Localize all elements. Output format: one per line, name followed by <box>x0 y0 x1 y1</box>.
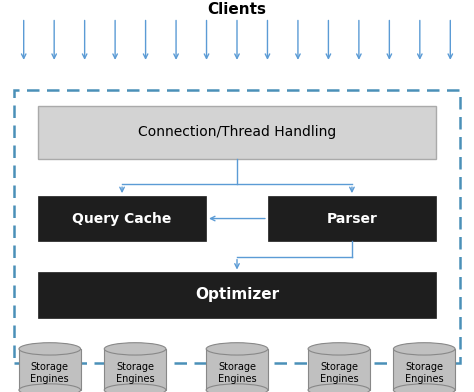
Text: Query Cache: Query Cache <box>73 212 172 225</box>
Text: Connection/Thread Handling: Connection/Thread Handling <box>138 125 336 139</box>
Ellipse shape <box>393 343 455 355</box>
Ellipse shape <box>19 343 81 355</box>
Text: Storage
Engines: Storage Engines <box>405 362 444 383</box>
Ellipse shape <box>308 343 370 355</box>
Bar <box>104 349 166 390</box>
Ellipse shape <box>206 343 268 355</box>
Ellipse shape <box>19 384 81 392</box>
Text: Optimizer: Optimizer <box>195 287 279 303</box>
Text: Storage
Engines: Storage Engines <box>319 362 358 383</box>
Bar <box>38 196 206 241</box>
Bar <box>308 349 370 390</box>
Bar <box>38 272 436 318</box>
Text: Storage
Engines: Storage Engines <box>30 362 69 383</box>
Text: Storage
Engines: Storage Engines <box>116 362 155 383</box>
Bar <box>19 349 81 390</box>
Bar <box>38 106 436 159</box>
Ellipse shape <box>104 343 166 355</box>
Ellipse shape <box>104 384 166 392</box>
Bar <box>393 349 455 390</box>
Ellipse shape <box>308 384 370 392</box>
Text: Parser: Parser <box>327 212 377 225</box>
Ellipse shape <box>393 384 455 392</box>
Bar <box>14 90 460 363</box>
Text: Clients: Clients <box>208 2 266 17</box>
Bar <box>206 349 268 390</box>
Text: Storage
Engines: Storage Engines <box>218 362 256 383</box>
Bar <box>268 196 436 241</box>
Ellipse shape <box>206 384 268 392</box>
